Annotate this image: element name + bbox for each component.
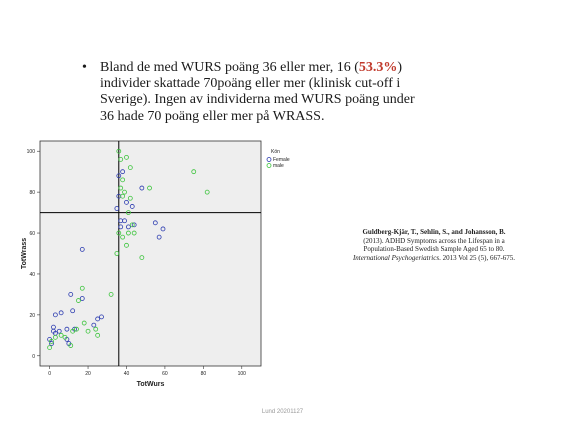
data-point-female [120, 169, 126, 175]
data-point-female [126, 224, 131, 230]
data-point-female [160, 226, 166, 232]
data-point-male [122, 189, 127, 195]
data-point-male [118, 157, 124, 162]
y-tick-label: 0 [32, 354, 35, 360]
data-point-male [76, 298, 81, 303]
x-tick-label: 80 [201, 371, 207, 377]
x-tick-label: 60 [162, 371, 168, 377]
data-point-male [126, 230, 131, 236]
reference-authors: Guldberg-Kjär, T., Sehlin, S., and Johan… [362, 228, 506, 236]
reference-citation: Guldberg-Kjär, T., Sehlin, S., and Johan… [314, 228, 554, 262]
data-point-female [131, 222, 137, 228]
x-tick-label: 100 [238, 371, 247, 377]
y-axis-label: TotWrass [21, 238, 28, 269]
data-point-female [122, 218, 127, 224]
data-point-male [120, 177, 126, 183]
data-point-female [91, 322, 97, 328]
bullet-text-before: Bland de med WURS poäng 36 eller mer, 16… [100, 60, 359, 75]
y-tick-label: 60 [29, 231, 35, 237]
data-point-male [114, 251, 120, 256]
legend-label-female: Female [273, 157, 290, 163]
bullet-text-after: ) individer skattade 70poäng eller mer (… [100, 60, 415, 124]
data-point-female [152, 220, 158, 226]
data-point-male [120, 193, 126, 199]
data-point-female [156, 234, 162, 240]
data-point-male [85, 328, 91, 334]
data-point-male [58, 332, 64, 338]
data-point-female [79, 247, 85, 252]
data-point-female [116, 173, 122, 179]
x-axis-label: TotWurs [137, 381, 165, 388]
x-tick-label: 0 [48, 371, 51, 377]
data-point-female [114, 206, 120, 211]
data-point-female [79, 296, 85, 301]
data-point-male [47, 345, 53, 350]
data-point-male [108, 292, 114, 297]
data-point-male [139, 255, 145, 260]
data-point-female [95, 316, 101, 322]
y-tick-label: 20 [29, 313, 35, 319]
reference-journal-rest: . 2013 Vol 25 (5), 667-675. [439, 253, 516, 262]
data-point-male [81, 320, 87, 326]
y-tick-label: 40 [29, 272, 35, 278]
y-tick-label: 80 [29, 190, 35, 196]
highlight-percent: 53.3% [358, 60, 398, 75]
data-point-male [49, 339, 54, 344]
data-point-male [93, 326, 99, 332]
data-point-female [49, 341, 54, 346]
legend-marker-male [266, 163, 272, 168]
data-point-male [127, 165, 133, 170]
data-point-female [118, 224, 124, 230]
data-point-male [129, 222, 135, 228]
data-point-female [139, 185, 145, 191]
data-point-male [79, 285, 85, 291]
x-tick-label: 20 [85, 371, 91, 377]
bullet-text: • Bland de med WURS poäng 36 eller mer, 1… [82, 60, 420, 125]
legend-marker-female [266, 157, 272, 162]
plot-area [39, 140, 262, 367]
data-point-female [68, 292, 74, 297]
data-point-male [124, 154, 129, 160]
data-point-female [129, 204, 135, 209]
data-point-female [64, 326, 70, 332]
data-point-male [70, 328, 76, 334]
data-point-male [120, 234, 126, 240]
data-point-female [56, 328, 62, 334]
reference-line-2: (2013). ADHD Symptoms across the Lifespa… [363, 236, 505, 245]
scatter-chart: 0 20 40 60 80 100 0 20 40 60 80 100 TotWurs TotWrass K… [21, 140, 290, 388]
footer-text: Lund 20201127 [261, 409, 304, 415]
data-point-male [147, 185, 152, 191]
y-tick-label: 100 [27, 149, 36, 155]
data-point-female [99, 314, 104, 320]
data-point-male [118, 185, 124, 191]
reference-line-3: Population-Based Swedish Sample Aged 65 … [363, 245, 505, 254]
bullet-dot: • [82, 60, 87, 75]
legend-title: Kön [271, 149, 280, 155]
slide: • Bland de med WURS poäng 36 eller mer, 1… [4, 4, 561, 425]
data-point-male [62, 334, 68, 340]
data-point-female [124, 199, 129, 205]
data-point-male [126, 210, 131, 215]
data-point-female [52, 312, 58, 318]
data-point-male [74, 326, 79, 332]
data-point-male [116, 230, 122, 236]
data-point-female [70, 308, 76, 314]
data-point-male [191, 169, 197, 175]
data-point-male [124, 242, 129, 248]
data-point-male [95, 332, 101, 338]
data-point-female [58, 310, 64, 316]
data-point-male [68, 343, 74, 348]
reference-journal: International Psychogeriatrics [352, 253, 440, 262]
x-tick-label: 40 [124, 371, 130, 377]
data-point-male [204, 189, 210, 195]
data-point-male [127, 195, 133, 201]
data-point-male [131, 230, 137, 236]
legend-label-male: male [273, 163, 284, 169]
data-point-male [116, 148, 122, 154]
data-point-male [52, 334, 58, 340]
